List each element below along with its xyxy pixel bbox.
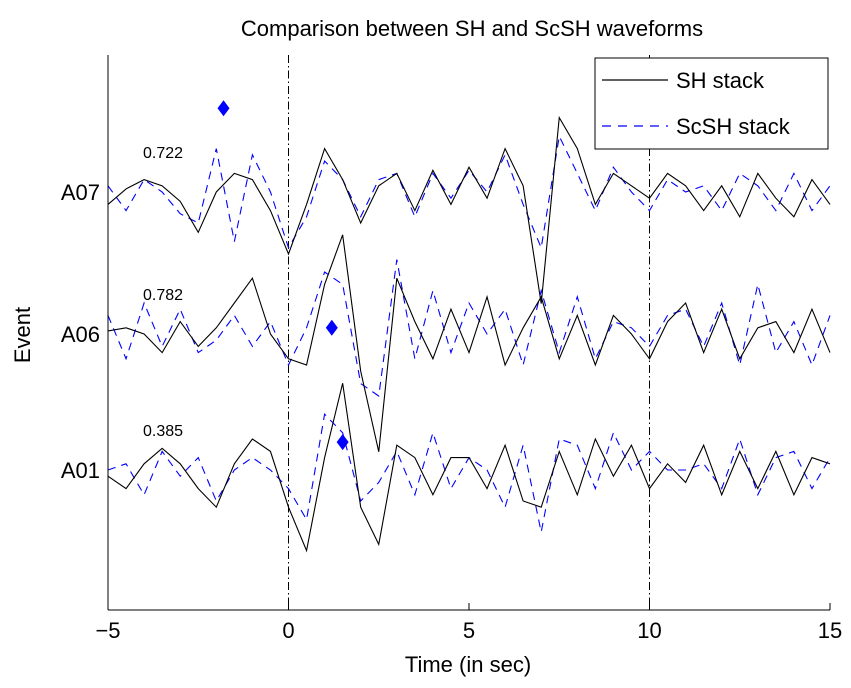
y-tick-label-A06: A06 bbox=[61, 322, 100, 347]
x-tick-label-10: 10 bbox=[637, 618, 661, 643]
series-scsh-A07 bbox=[107, 134, 831, 250]
correlation-label-A01: 0.385 bbox=[143, 423, 183, 440]
correlation-label-A06: 0.782 bbox=[143, 287, 183, 304]
x-axis-label: Time (in sec) bbox=[405, 652, 531, 677]
series-scsh-A01 bbox=[107, 413, 831, 533]
marker-A06 bbox=[325, 319, 338, 336]
series-sh-A06 bbox=[107, 234, 831, 452]
correlation-label-A07: 0.722 bbox=[143, 145, 183, 162]
x-tick-label-5: 5 bbox=[463, 618, 475, 643]
chart-title: Comparison between SH and ScSH waveforms bbox=[241, 16, 703, 41]
legend-box bbox=[594, 57, 829, 150]
x-tick-label-0: 0 bbox=[282, 618, 294, 643]
x-axis: −5 0 5 10 15 bbox=[95, 603, 842, 643]
y-tick-label-A01: A01 bbox=[61, 458, 100, 483]
marker-A07 bbox=[217, 100, 230, 117]
legend-label-scsh: ScSH stack bbox=[676, 114, 791, 139]
legend-label-sh: SH stack bbox=[676, 68, 765, 93]
marker-A01 bbox=[336, 434, 349, 451]
y-axis: A07 A06 A01 bbox=[61, 55, 109, 610]
plot-area: 0.722 0.782 0.385 bbox=[107, 55, 831, 610]
y-axis-label: Event bbox=[10, 307, 35, 363]
x-tick-label-15: 15 bbox=[818, 618, 842, 643]
series-sh-A01 bbox=[107, 383, 831, 553]
series-sh-A07 bbox=[107, 115, 831, 304]
series-scsh-A06 bbox=[107, 259, 831, 397]
legend: SH stack ScSH stack bbox=[594, 57, 829, 150]
y-tick-label-A07: A07 bbox=[61, 180, 100, 205]
x-tick-label--5: −5 bbox=[95, 618, 120, 643]
